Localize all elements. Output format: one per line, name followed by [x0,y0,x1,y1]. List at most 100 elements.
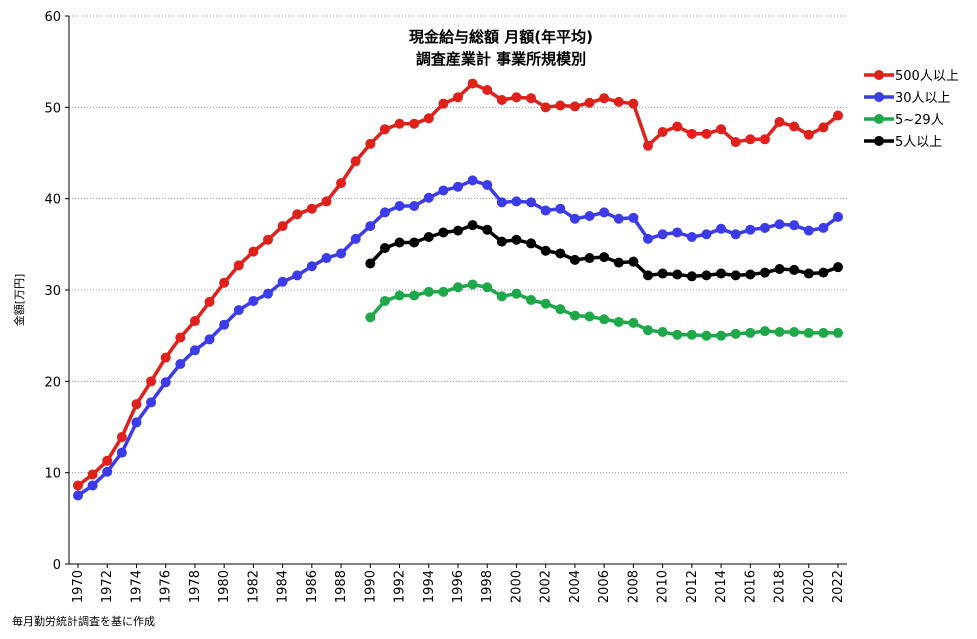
data-point [716,330,727,341]
data-point [730,137,741,148]
data-point [716,268,727,279]
chart-title-line-1: 現金給与総額 月額(年平均) [409,28,593,46]
data-point [774,327,785,338]
data-point [672,329,683,340]
x-tick-label: 1978 [188,570,203,603]
x-tick-label: 2002 [539,570,554,603]
axes [65,15,847,568]
data-point [818,122,829,133]
data-point [453,181,463,192]
data-point [686,232,697,243]
data-point [467,175,478,186]
series-1 [73,78,843,491]
data-point [365,312,376,323]
data-point [701,270,712,281]
legend-label: 500人以上 [895,69,959,84]
data-point [438,286,449,297]
data-point [526,93,537,104]
data-point [409,290,420,301]
data-point [774,219,785,230]
data-point [613,316,624,327]
x-tick-labels: 1970 1972 1974 1976 1978 1980 1982 1984 1986 1988… [71,570,846,603]
data-point [759,267,770,278]
data-point [204,296,215,307]
legend-marker [874,70,884,80]
data-point [248,295,259,306]
data-point [730,229,741,240]
data-point [730,328,741,339]
data-point [482,282,493,293]
data-point [423,286,434,297]
data-point [482,84,493,95]
data-point [540,245,551,256]
x-tick-label: 2014 [714,570,729,603]
data-point [526,295,537,306]
x-tick-label: 2022 [831,570,846,603]
x-tick-label: 1974 [129,570,144,603]
data-point [701,229,712,240]
data-point [657,268,668,279]
data-point [102,466,113,477]
data-point [759,326,770,337]
x-tick-label: 1986 [305,570,320,603]
data-point [321,253,332,264]
data-point [833,211,843,222]
data-point [263,234,273,245]
data-point [467,220,478,231]
data-point [643,325,653,336]
legend-marker [874,92,884,102]
data-point [686,271,697,282]
data-point [336,178,347,189]
data-point [745,224,756,235]
data-point [555,100,566,111]
x-tick-label: 1998 [480,570,495,603]
data-point [833,110,843,121]
data-point [496,95,507,106]
data-point [803,225,814,236]
data-point [423,192,434,203]
data-point [175,332,186,343]
data-point [803,268,814,279]
data-point [263,288,273,299]
data-point [774,116,785,127]
data-point [540,205,551,216]
y-tick-label: 60 [44,10,61,25]
data-point [467,78,478,89]
data-point [73,490,83,501]
y-tick-label: 50 [44,101,61,116]
data-point [146,397,157,408]
data-point [730,270,741,281]
chart-title-line-2: 調査産業計 事業所規模別 [416,50,586,68]
data-point [102,455,113,466]
series-4 [365,220,843,282]
data-point [540,102,551,113]
data-point [526,238,537,249]
series-3 [365,279,843,341]
data-point [394,237,405,248]
data-point [233,305,244,316]
data-point [745,134,756,145]
data-point [628,317,639,328]
data-point [833,262,843,273]
data-point [219,319,230,330]
data-point [584,311,595,322]
y-axis-label: 金額[万円] [12,274,26,327]
data-point [511,92,522,103]
data-point [643,233,653,244]
data-point [657,327,668,338]
data-point [759,134,770,145]
data-point [745,327,756,338]
data-point [657,229,668,240]
x-tick-label: 1970 [71,570,86,603]
data-point [686,128,697,139]
data-point [672,269,683,280]
x-tick-label: 1994 [422,570,437,603]
data-point [379,295,390,306]
data-point [350,156,361,167]
data-point [613,213,624,224]
data-point [584,211,595,222]
data-point [438,98,449,109]
data-point [394,290,405,301]
legend: 500人以上 30人以上 5~29人 5人以上 [864,69,959,150]
data-point [803,129,814,140]
